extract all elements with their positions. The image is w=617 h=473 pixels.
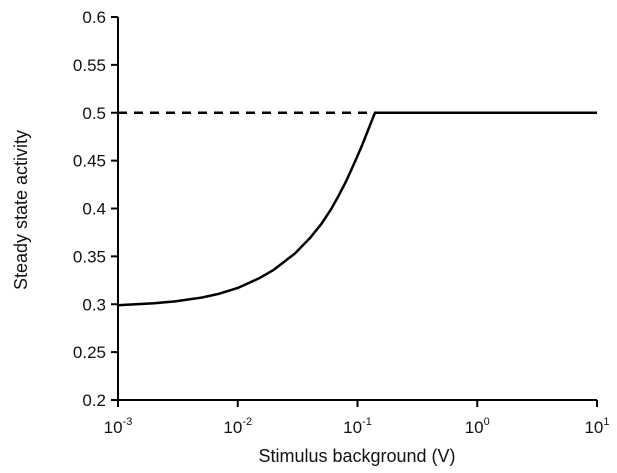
- x-tick-label: 10-1: [343, 416, 372, 437]
- axes-layer: [117, 17, 597, 401]
- y-tick-label: 0.5: [82, 104, 106, 123]
- series-layer: [117, 111, 597, 307]
- y-tick-label: 0.3: [82, 295, 106, 314]
- x-axis-label: Stimulus background (V): [258, 446, 455, 466]
- x-tick-label: 100: [465, 416, 490, 437]
- y-ticks: 0.2 0.25 0.3 0.35 0.4 0.45 0.5 0.55 0.6: [73, 8, 118, 410]
- x-tick-label: 101: [584, 416, 609, 437]
- y-tick-label: 0.4: [82, 200, 106, 219]
- x-ticks: 10-3 10-2 10-1 100 101: [104, 400, 610, 437]
- y-axis-label: Steady state activity: [11, 130, 31, 290]
- y-tick-label: 0.25: [73, 343, 106, 362]
- y-tick-label: 0.6: [82, 8, 106, 27]
- series-line-solid: [117, 111, 597, 307]
- x-tick-label: 10-2: [223, 416, 252, 437]
- y-tick-label: 0.45: [73, 152, 106, 171]
- y-tick-label: 0.2: [82, 391, 106, 410]
- y-tick-label: 0.35: [73, 247, 106, 266]
- y-tick-label: 0.55: [73, 56, 106, 75]
- x-tick-label: 10-3: [104, 416, 133, 437]
